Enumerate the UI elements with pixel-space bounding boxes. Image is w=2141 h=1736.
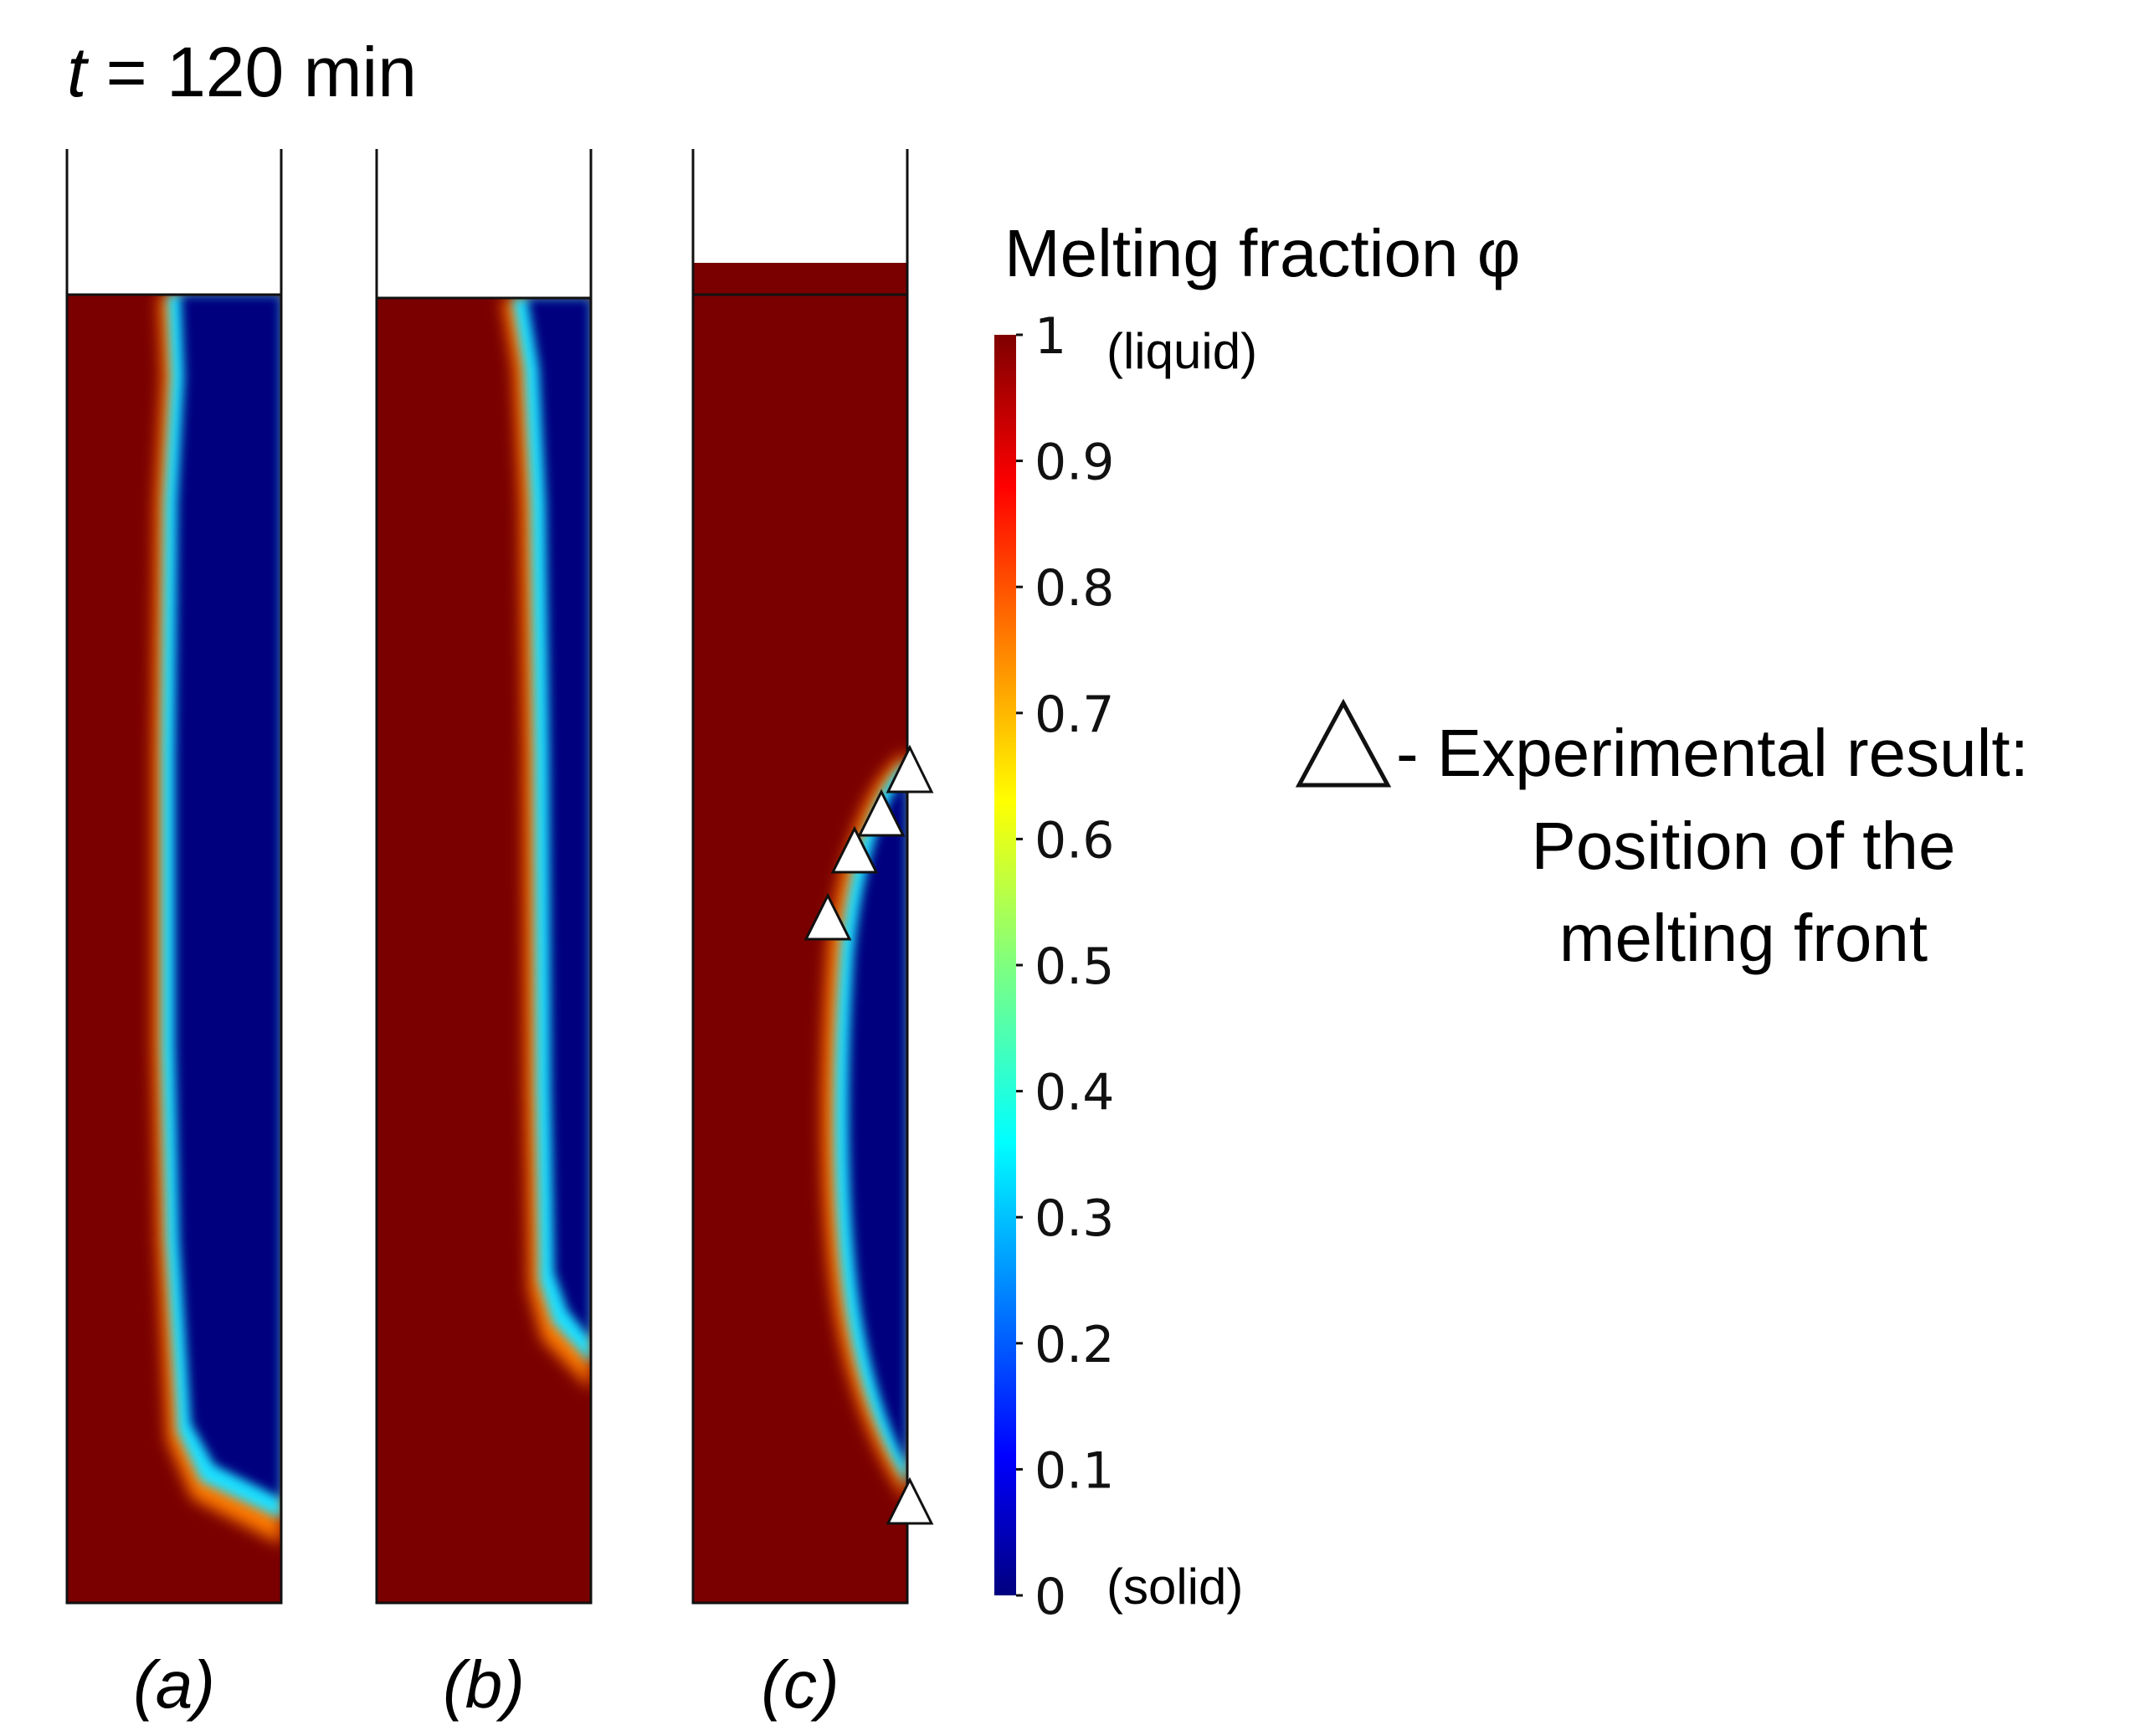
experimental-marker	[886, 1477, 934, 1525]
time-label: t = 120 min	[67, 33, 417, 111]
panel-a-label: (a)	[133, 1647, 215, 1722]
colorbar-tick-label: 0.5	[1035, 937, 1114, 996]
experimental-marker	[857, 788, 906, 837]
legend-line-3: melting front	[1559, 901, 1928, 975]
colorbar-top-label: (liquid)	[1106, 323, 1257, 379]
panel-b-label: (b)	[443, 1647, 525, 1722]
time-symbol: t	[67, 33, 90, 111]
panel-b-solid-region	[502, 298, 591, 1389]
colorbar-tick-label: 0.6	[1035, 811, 1114, 870]
colorbar-bottom-label: (solid)	[1106, 1559, 1243, 1615]
panel-a-solid-region	[153, 295, 281, 1544]
panel-c	[691, 149, 934, 1605]
colorbar-tick-label: 0.9	[1035, 434, 1114, 492]
legend: - Experimental result: Position of the m…	[1295, 698, 2029, 975]
panel-c-label: (c)	[761, 1647, 839, 1722]
colorbar-tick-label: 1	[1035, 307, 1066, 366]
panel-c-container	[691, 149, 909, 1605]
colorbar-title: Melting fraction φ	[1004, 216, 1521, 290]
colorbar: Melting fraction φ 0 0.1 0.2 0.3 0.4 0.5 0.6 0.…	[994, 216, 1521, 1626]
legend-triangle-icon	[1295, 698, 1392, 788]
panel-b-container	[375, 149, 593, 1605]
colorbar-tick-label: 0.1	[1035, 1441, 1114, 1500]
colorbar-tick-label: 0.2	[1035, 1316, 1114, 1374]
panel-a-container	[65, 149, 283, 1605]
legend-line-1: - Experimental result:	[1396, 716, 2029, 790]
panel-b	[375, 149, 593, 1605]
colorbar-gradient	[994, 335, 1016, 1595]
legend-line-2: Position of the	[1532, 809, 1956, 883]
colorbar-tick-label: 0.7	[1035, 686, 1114, 744]
panel-a	[65, 149, 283, 1605]
colorbar-tick-label: 0.8	[1035, 559, 1114, 618]
colorbar-tick-label: 0.3	[1035, 1189, 1114, 1248]
experimental-marker	[886, 744, 934, 794]
time-value: = 120 min	[86, 33, 417, 111]
experimental-marker	[804, 892, 852, 941]
colorbar-ticks: 0 0.1 0.2 0.3 0.4 0.5 0.6 0.7 0.8 0.9 1	[1016, 307, 1114, 1626]
experimental-marker	[830, 825, 879, 874]
colorbar-tick-label: 0.4	[1035, 1064, 1114, 1122]
colorbar-tick-label: 0	[1035, 1568, 1066, 1626]
